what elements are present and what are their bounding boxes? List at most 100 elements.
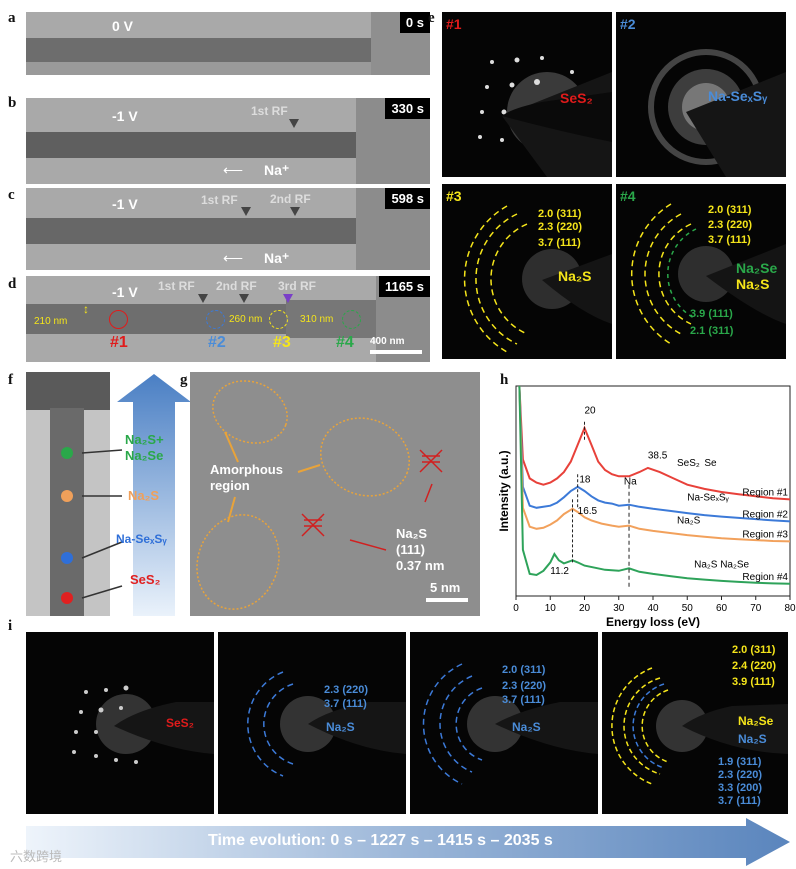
diffraction-pattern [422,663,598,785]
ring-label: 2.3 (220) [538,221,583,233]
region-dot-red [61,592,73,604]
peak-label: 18 [579,475,591,486]
ring-label: 2.0 (311) [538,208,582,220]
hrtem-overlay [196,380,443,610]
ring-label: 2.0 (311) [708,204,752,216]
ring-label: 2.4 (220) [732,660,777,672]
region-circle-2 [206,310,225,329]
region-label-3: #3 [273,334,291,351]
panel-letter: h [500,372,509,388]
tem-image-a: 0 V 0 s [26,12,430,75]
scale-bar [370,350,422,354]
panel-letter: g [180,372,188,388]
substrate [26,62,430,75]
x-tick-label: 50 [682,603,694,614]
na2s-lattice-label: Na₂S (111) 0.37 nm [396,526,445,573]
time-label: 598 s [385,188,430,209]
pattern-id: #3 [446,188,462,204]
leader-lines [81,449,123,599]
y-axis-label: Intensity (a.u.) [498,450,511,531]
label-na2s-plus: Na₂S+ [125,432,164,447]
phase-label: Na₂S [326,720,355,734]
label-na2se: Na₂Se [125,448,164,463]
x-tick-label: 60 [716,603,728,614]
tem-image-d: -1 V 1st RF 2nd RF 3rd RF 210 nm ↕ 260 n… [26,276,430,362]
x-tick-label: 70 [750,603,762,614]
rf2-marker [239,294,249,303]
diffraction-i2: 2.3 (220) 3.7 (111) Na₂S [218,632,406,814]
tem-image-c: -1 V 1st RF 2nd RF ⟵ Na⁺ 598 s [26,188,430,270]
peak-label: SeS₂ [677,458,700,469]
x-tick-label: 80 [784,603,796,614]
rf2-label: 2nd RF [270,192,311,206]
width-arrow-icon: ↕ [83,302,89,316]
rf1-marker [241,207,251,216]
arrow-left-icon: ⟵ [223,162,244,178]
region-label-2: #2 [208,334,226,351]
phase-label: Na₂S [558,268,592,284]
peak-label: Na-SeₓSᵧ [687,492,729,503]
ring-label: 2.0 (311) [502,664,546,676]
peak-label: 38.5 [648,450,668,461]
panel-letter: f [8,372,13,388]
ring-label: 2.0 (311) [732,644,776,656]
na-ion-label: Na⁺ [264,162,290,178]
swollen-region [286,300,376,338]
region-circle-3 [269,310,288,329]
x-axis-label: Energy loss (eV) [606,615,700,628]
phase-label-2: Na₂S [738,732,767,746]
pattern-id: #4 [620,188,636,204]
diffraction-pattern [72,685,214,764]
pattern-id: #1 [446,16,462,32]
panel-letter: c [8,187,15,203]
nanowire [26,38,430,62]
ring-label: 3.7 (111) [502,694,545,706]
x-tick-label: 0 [513,603,519,614]
voltage-label: 0 V [112,18,134,34]
rf2-label: 2nd RF [216,279,257,293]
rf3-marker [283,294,293,303]
diffraction-pattern [611,667,788,785]
label-na2s: Na₂S [128,488,160,503]
ring-label: 2.3 (220) [324,684,369,696]
rf1-marker [289,119,299,128]
diffraction-pattern [247,671,406,777]
ring-label: 3.3 (200) [718,782,763,794]
region-dot-orange [61,490,73,502]
peak-label: Se [704,458,717,469]
ring-label: 2.3 (220) [708,219,753,231]
time-evolution-label: Time evolution: 0 s – 1227 s – 1415 s – … [208,832,553,849]
label-ses2: SeS₂ [130,572,161,587]
ring-label: 2.3 (220) [718,769,763,781]
pattern-id: #2 [620,16,636,32]
diffraction-pattern [478,56,612,177]
series-label: Region #4 [742,572,788,583]
ring-label: 2.3 (220) [502,680,547,692]
panel-letter: b [8,95,17,111]
rf1-label: 1st RF [158,279,195,293]
rf1-marker [198,294,208,303]
peak-label: 11.2 [550,566,569,577]
series-label: Region #1 [742,487,788,498]
diffraction-e3: #3 2.0 (311) 2.3 (220) 3.7 (111) Na₂S [442,184,612,359]
region-label-4: #4 [336,334,354,351]
region-dot-blue [61,552,73,564]
phase-label: SeS₂ [560,90,593,106]
voltage-label: -1 V [112,196,138,212]
phase-label-1: Na₂Se [738,714,774,728]
time-label: 1165 s [378,276,430,297]
panel-letter: d [8,276,17,292]
ring-label: 1.9 (311) [718,756,762,768]
voltage-label: -1 V [112,284,138,300]
phase-label: Na₂S [512,720,541,734]
width-310: 310 nm [300,314,334,325]
region-circle-1 [109,310,128,329]
label-na-sexsy: Na-SeₓSᵧ [116,532,167,546]
phase-label: SeS₂ [166,716,195,730]
x-tick-label: 30 [613,603,625,614]
peak-label: 16.5 [578,506,598,517]
diffraction-i4: 2.0 (311) 2.4 (220) 3.9 (111) Na₂Se Na₂S… [602,632,788,814]
time-label: 0 s [399,12,430,33]
nanowire [50,408,84,616]
panel-letter: e [428,10,435,26]
